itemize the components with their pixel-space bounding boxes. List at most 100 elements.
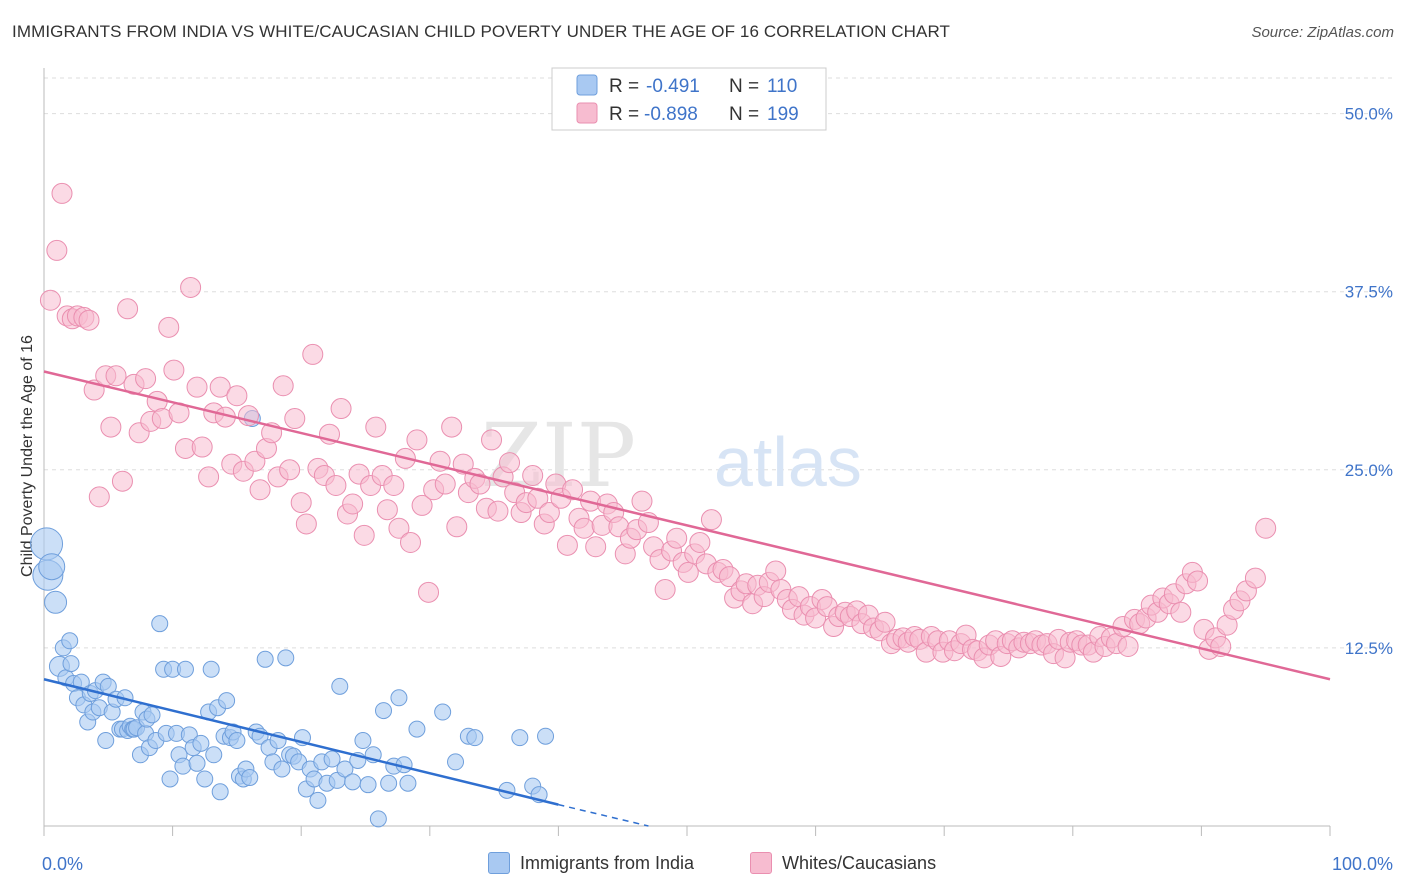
india-point	[390, 689, 408, 707]
whites-point	[342, 493, 364, 515]
india-point	[151, 615, 169, 633]
legend-n-label: N =	[729, 104, 759, 125]
legend-r-value: -0.491	[646, 76, 700, 97]
trend-lines	[43, 370, 1331, 827]
whites-point	[411, 494, 433, 516]
whites-point	[158, 316, 180, 338]
india-point	[369, 810, 387, 828]
whites-point	[418, 581, 440, 603]
legend-n-value: 199	[767, 104, 799, 125]
whites-point	[538, 502, 560, 524]
india-point	[273, 760, 291, 778]
whites-point	[163, 359, 185, 381]
y-tick-label: 37.5%	[1345, 283, 1393, 302]
india-point	[61, 632, 79, 650]
whites-point	[434, 473, 456, 495]
whites-point	[226, 385, 248, 407]
whites-point	[325, 474, 347, 496]
india-point	[380, 774, 398, 792]
x-tick-label: 100.0%	[1332, 854, 1393, 874]
india-point	[241, 769, 259, 787]
india-point	[192, 734, 210, 752]
india-point	[434, 703, 452, 721]
x-tick-labels: 0.0% 100.0%	[42, 854, 1393, 874]
whites-point	[51, 182, 73, 204]
legend-r-value: -0.898	[644, 104, 698, 125]
india-point	[331, 677, 349, 695]
y-tick-labels: 12.5% 25.0% 37.5% 50.0%	[1345, 105, 1393, 658]
bottom-legend-item-whites: Whites/Caucasians	[750, 852, 936, 874]
whites-point	[1170, 601, 1192, 623]
whites-point	[302, 343, 324, 365]
whites-point	[469, 473, 491, 495]
whites-point	[556, 534, 578, 556]
legend-r-label: R =	[609, 104, 639, 125]
whites-point	[522, 465, 544, 487]
whites-point	[1117, 635, 1139, 657]
india-point	[344, 773, 362, 791]
x-tick-label: 0.0%	[42, 854, 83, 874]
india-point	[447, 753, 465, 771]
whites-point	[441, 416, 463, 438]
whites-point	[400, 531, 422, 553]
india-point	[256, 650, 274, 668]
legend-r-label: R =	[609, 76, 639, 97]
bottom-legend-label-india: Immigrants from India	[520, 852, 695, 873]
whites-point	[487, 500, 509, 522]
whites-point	[186, 376, 208, 398]
legend-n-label: N =	[729, 76, 759, 97]
whites-point	[765, 560, 787, 582]
whites-point	[191, 436, 213, 458]
india-point	[161, 770, 179, 788]
india-point	[228, 732, 246, 750]
whites-point	[209, 376, 231, 398]
legend-n-value: 110	[767, 76, 797, 97]
india-point	[44, 590, 68, 614]
whites-point	[1244, 567, 1266, 589]
scatter-points	[30, 182, 1277, 828]
whites-point	[446, 516, 468, 538]
whites-point	[117, 298, 139, 320]
whites-point	[666, 527, 688, 549]
whites-point	[376, 499, 398, 521]
whites-point	[279, 459, 301, 481]
india-point	[466, 729, 484, 747]
india-point	[202, 660, 220, 678]
whites-point	[295, 513, 317, 535]
whites-point	[481, 429, 503, 451]
india-point	[188, 754, 206, 772]
india-point	[196, 770, 214, 788]
india-trend-extension	[558, 803, 649, 827]
whites-point	[527, 487, 549, 509]
bottom-legend-swatch-india	[488, 852, 510, 874]
whites-point	[365, 416, 387, 438]
whites-point	[249, 479, 271, 501]
india-point	[38, 553, 66, 581]
india-point	[205, 746, 223, 764]
watermark-atlas: atlas	[714, 423, 862, 501]
whites-point	[290, 492, 312, 514]
india-point	[218, 692, 236, 710]
whites-point	[874, 611, 896, 633]
india-point	[174, 757, 192, 775]
whites-point	[452, 453, 474, 475]
axes	[43, 68, 1331, 836]
whites-point	[46, 239, 68, 261]
whites-point	[105, 365, 127, 387]
india-point	[277, 649, 295, 667]
india-point	[323, 750, 341, 768]
whites-point	[631, 490, 653, 512]
bottom-legend-swatch-whites	[750, 852, 772, 874]
whites-point	[135, 368, 157, 390]
whites-point	[585, 536, 607, 558]
india-point	[97, 732, 115, 750]
whites-point	[499, 452, 521, 474]
whites-point	[388, 517, 410, 539]
india-point	[176, 660, 194, 678]
whites-point	[78, 309, 100, 331]
india-point	[359, 776, 377, 794]
whites-point	[100, 416, 122, 438]
india-point	[375, 702, 393, 720]
bottom-legend: Immigrants from India Whites/Caucasians	[0, 852, 1406, 878]
y-tick-label: 12.5%	[1345, 639, 1393, 658]
